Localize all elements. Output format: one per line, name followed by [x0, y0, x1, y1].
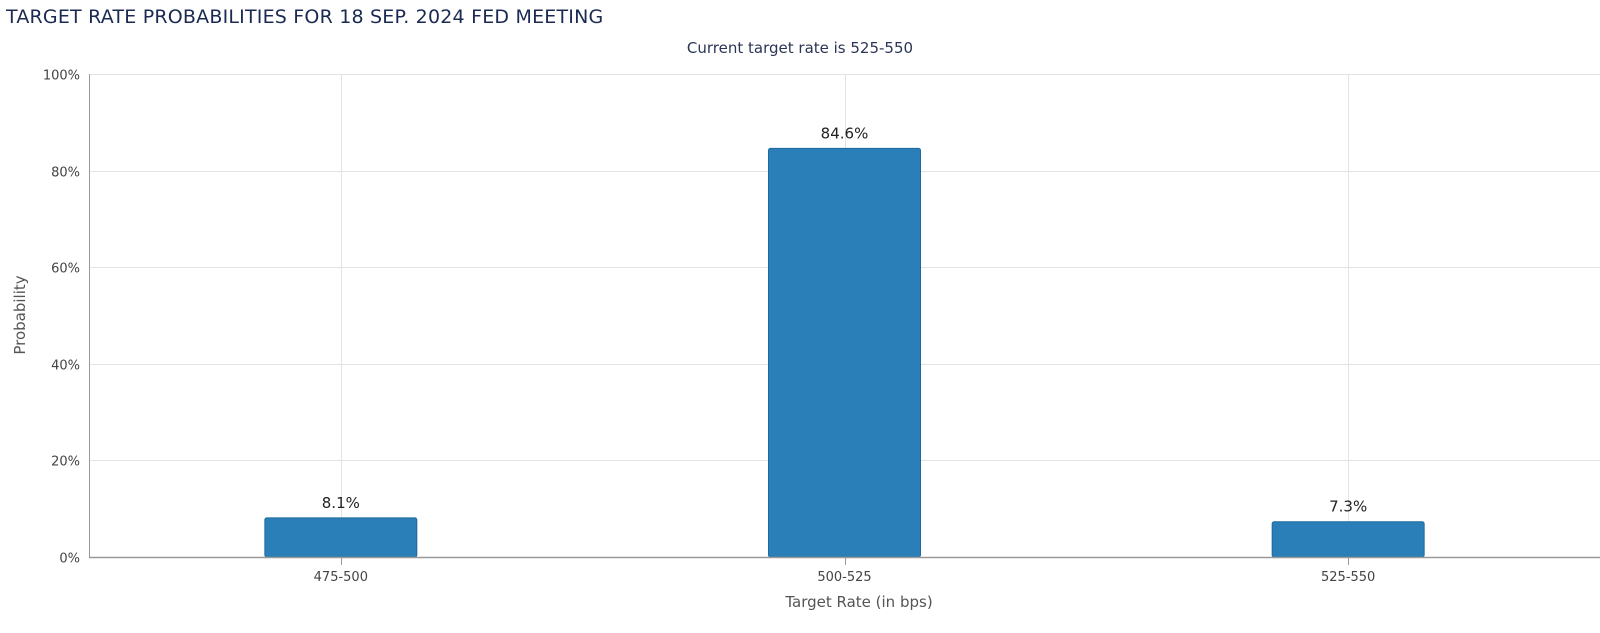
x-tick-label: 525-550: [1321, 570, 1375, 585]
y-tick-label: 0%: [59, 552, 80, 567]
data-label: 84.6%: [821, 124, 869, 142]
bars: [264, 147, 1425, 558]
x-tick-label: 500-525: [817, 570, 871, 585]
labels: 0% 20% 40% 60% 80% 100% 8.1% 475-500 84.6% 500-52…: [43, 69, 1376, 586]
y-tick-label: 40%: [51, 359, 80, 374]
axes: [89, 74, 1600, 565]
y-tick-label: 100%: [43, 69, 80, 84]
data-label: 8.1%: [322, 494, 360, 512]
chart-subtitle: Current target rate is 525-550: [686, 39, 914, 57]
x-axis-title: Target Rate (in bps): [784, 593, 932, 611]
chart-title: TARGET RATE PROBABILITIES FOR 18 SEP. 20…: [6, 6, 604, 28]
y-tick-label: 80%: [51, 166, 80, 181]
x-tick-label: 475-500: [314, 570, 368, 585]
y-axis-title: Probability: [11, 275, 29, 354]
bar-525-550[interactable]: [1271, 521, 1425, 558]
bar-475-500[interactable]: [264, 517, 418, 558]
y-tick-label: 60%: [51, 262, 80, 277]
y-tick-label: 20%: [51, 455, 80, 470]
data-label: 7.3%: [1329, 498, 1367, 516]
bar-500-525[interactable]: [768, 147, 921, 558]
